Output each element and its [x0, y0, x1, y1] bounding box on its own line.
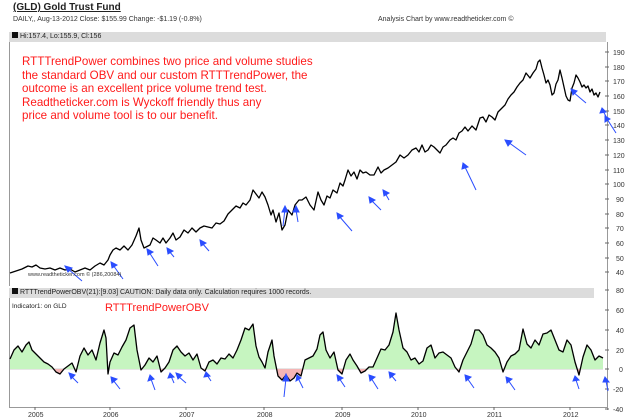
- svg-text:160: 160: [613, 94, 625, 101]
- indicator-title: RTTTrendPowerOBV: [105, 302, 209, 314]
- legend-square-icon: [12, 288, 18, 294]
- quote-summary: DAILY,, Aug-13-2012 Close: $155.99 Chang…: [13, 16, 202, 23]
- x-axis-years: 2005 2006 2007 2008 2009 2010 2011 2012: [28, 407, 579, 419]
- indicator-arrows: [68, 371, 611, 398]
- obv-line: [9, 312, 604, 382]
- page-title: (GLD) Gold Trust Fund: [13, 2, 121, 13]
- svg-text:60: 60: [616, 241, 624, 248]
- svg-text:50: 50: [616, 256, 624, 263]
- svg-text:40: 40: [616, 270, 624, 277]
- chart-credit: Analysis Chart by www.readtheticker.com …: [378, 16, 514, 23]
- svg-text:2010: 2010: [411, 412, 427, 419]
- svg-text:-20: -20: [613, 387, 623, 394]
- svg-text:-40: -40: [613, 407, 623, 414]
- price-line: [9, 59, 601, 274]
- price-ohlc-readout: Hi:157.4, Lo:155.9, Cl:156: [20, 33, 102, 40]
- svg-text:2008: 2008: [257, 412, 273, 419]
- legend-square-icon: [12, 32, 18, 38]
- svg-text:180: 180: [613, 65, 625, 72]
- obv-area-positive: [10, 313, 603, 369]
- svg-text:2011: 2011: [487, 412, 502, 419]
- svg-text:90: 90: [616, 197, 624, 204]
- svg-text:80: 80: [616, 212, 624, 219]
- svg-text:2012: 2012: [563, 412, 579, 419]
- note-line: price and volume tool is to our benefit.: [22, 109, 218, 122]
- svg-text:150: 150: [613, 109, 625, 116]
- note-line: the standard OBV and our custom RTTTrend…: [22, 68, 308, 82]
- svg-text:190: 190: [613, 50, 625, 57]
- svg-text:110: 110: [613, 168, 624, 175]
- indicator-caption: RTTTrendPowerOBV(21):[9.03] CAUTION: Dai…: [20, 289, 312, 296]
- note-line: Readtheticker.com is Wyckoff friendly th…: [22, 95, 262, 109]
- svg-text:20: 20: [616, 348, 624, 355]
- svg-text:120: 120: [613, 153, 625, 160]
- indicator-panel-header: RTTTrendPowerOBV(21):[9.03] CAUTION: Dai…: [9, 288, 594, 298]
- svg-text:40: 40: [616, 328, 624, 335]
- svg-text:2009: 2009: [335, 412, 351, 419]
- annotation-note: RTTTrendPower combines two price and vol…: [22, 55, 313, 123]
- price-arrows: [64, 88, 617, 282]
- indicator-y-axis: 80 60 40 20 0 -20 -40: [605, 288, 624, 414]
- indicator-label: Indicator1: on GLD: [12, 303, 67, 310]
- watermark: www.readtheticker.com © (286,20084): [28, 272, 122, 278]
- note-line: outcome is an excellent price volume tre…: [22, 82, 267, 95]
- svg-text:2005: 2005: [28, 412, 44, 419]
- svg-text:2007: 2007: [179, 412, 195, 419]
- svg-text:100: 100: [613, 182, 625, 189]
- svg-text:80: 80: [616, 288, 624, 295]
- note-line: RTTTrendPower combines two price and vol…: [22, 55, 313, 68]
- svg-text:170: 170: [613, 79, 625, 86]
- svg-text:60: 60: [616, 308, 624, 315]
- svg-text:140: 140: [613, 123, 625, 130]
- price-panel-header: Hi:157.4, Lo:155.9, Cl:156: [9, 32, 606, 42]
- svg-text:2006: 2006: [103, 412, 119, 419]
- svg-text:70: 70: [616, 226, 624, 233]
- svg-text:130: 130: [613, 138, 625, 145]
- svg-text:0: 0: [619, 367, 623, 374]
- price-y-axis: 190 180 170 160 150 140 130 120 110 100 …: [605, 50, 625, 277]
